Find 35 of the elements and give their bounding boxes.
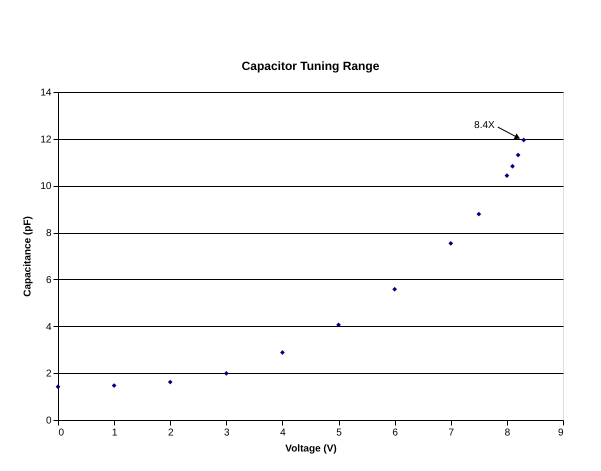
point — [168, 380, 173, 384]
x-tick-label: 1 — [112, 428, 118, 438]
point — [56, 384, 60, 390]
point — [504, 173, 510, 178]
point — [476, 212, 482, 216]
y-tick-label: 14 — [40, 88, 52, 98]
x-tick-label: 9 — [558, 428, 564, 438]
x-tick-label: 2 — [168, 428, 174, 438]
x-tick-label: 4 — [280, 428, 286, 438]
x-tick-label: 6 — [392, 428, 398, 438]
y-tick-label: 0 — [46, 416, 52, 426]
y-tick-label: 12 — [40, 134, 52, 146]
y-tick-label: 10 — [40, 181, 52, 192]
point — [521, 138, 526, 142]
point — [224, 371, 229, 376]
point — [280, 350, 285, 355]
point — [510, 164, 515, 169]
point — [392, 286, 398, 292]
point — [336, 322, 341, 328]
x-axis-title: Voltage (V) — [285, 444, 337, 454]
chart-title: Capacitor Tuning Range — [242, 59, 380, 73]
point — [516, 152, 520, 158]
y-tick-label: 2 — [46, 368, 52, 380]
y-tick-label: 8 — [46, 228, 52, 240]
x-tick-label: 0 — [58, 428, 64, 438]
point — [112, 383, 116, 388]
y-tick-label: 6 — [46, 274, 52, 286]
y-tick-label: 4 — [46, 322, 52, 333]
point — [448, 241, 454, 246]
x-tick-label: 8 — [504, 428, 511, 438]
x-tick-label: 3 — [224, 428, 230, 438]
annotation: 8.4X — [474, 120, 496, 132]
x-tick-label: 7 — [448, 428, 454, 438]
x-tick-label: 5 — [336, 428, 342, 438]
y-axis-title: Capacitance (pF) — [22, 216, 34, 297]
